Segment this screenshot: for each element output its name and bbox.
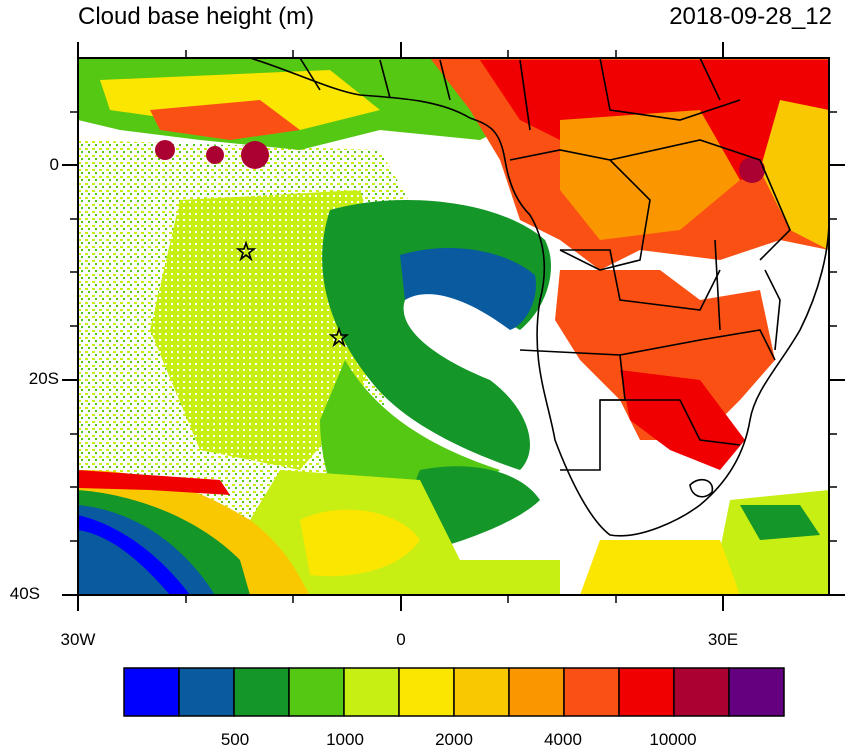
colorbar-swatch-10 — [618, 667, 675, 717]
ylabel-0: 0 — [49, 155, 59, 174]
colorbar-swatch-12 — [728, 667, 785, 717]
axis-minor-ticks — [70, 50, 837, 603]
colorbar-swatch-7 — [453, 667, 510, 717]
colorbar-swatch-3 — [233, 667, 290, 717]
colorbar-label-4000: 4000 — [544, 730, 582, 749]
colorbar-swatch-11 — [673, 667, 730, 717]
colorbar-label-500: 500 — [220, 730, 250, 749]
star-marker-1 — [235, 240, 257, 262]
colorbar-swatch-5 — [343, 667, 400, 717]
colorbar-swatch-9 — [563, 667, 620, 717]
colorbar-swatch-4 — [288, 667, 345, 717]
xlabel-30w: 30W — [60, 630, 96, 649]
star-markers — [235, 240, 350, 348]
coastlines — [249, 58, 829, 537]
axis-ticks — [62, 42, 845, 611]
colorbar-swatch-1 — [123, 667, 180, 717]
colorbar-label-1000: 1000 — [326, 730, 364, 749]
colorbar-swatch-8 — [508, 667, 565, 717]
colorbar-label-2000: 2000 — [435, 730, 473, 749]
xlabel-0: 0 — [396, 630, 406, 649]
ylabel-20s: 20S — [28, 369, 59, 388]
colorbar — [123, 667, 785, 717]
colorbar-label-10000: 10000 — [649, 730, 697, 749]
map-timestamp: 2018-09-28_12 — [669, 3, 832, 30]
colorbar-swatch-2 — [178, 667, 235, 717]
xlabel-30e: 30E — [707, 630, 739, 649]
cloud-field — [78, 58, 829, 595]
map-title: Cloud base height (m) — [78, 3, 315, 30]
star-marker-2 — [328, 326, 350, 348]
colorbar-swatch-6 — [398, 667, 455, 717]
ylabel-40s: 40S — [9, 584, 40, 603]
